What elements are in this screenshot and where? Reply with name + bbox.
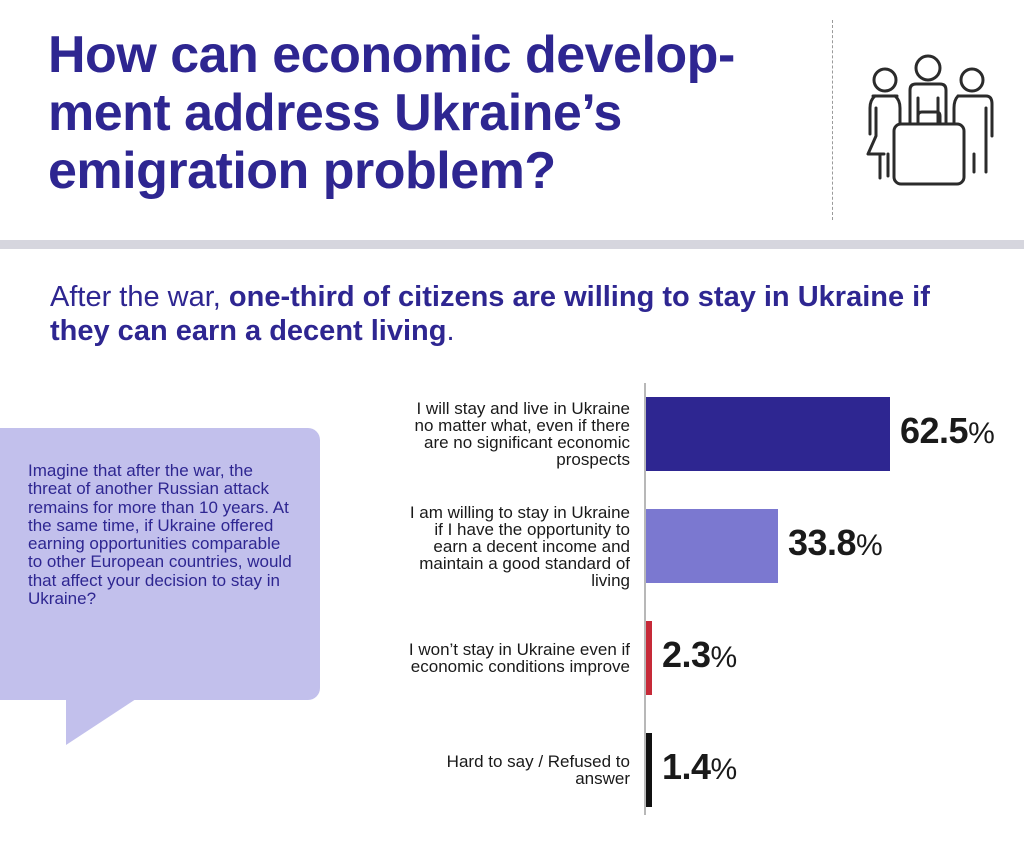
bar — [646, 509, 778, 583]
bar — [646, 733, 652, 807]
value-number: 1.4 — [662, 746, 711, 787]
bubble-tail — [66, 699, 136, 745]
category-label-line: answer — [575, 769, 630, 788]
chart-axis-line — [644, 383, 646, 815]
subtitle: After the war, one-third of citizens are… — [50, 280, 990, 348]
title-line: How can economic develop- — [48, 26, 735, 84]
category-label-line: economic conditions improve — [410, 657, 630, 676]
page-title: How can economic develop- ment address U… — [48, 26, 828, 200]
category-label-line: living — [591, 570, 630, 590]
value-unit: % — [710, 753, 738, 786]
people-with-suitcase-icon — [866, 54, 994, 186]
value-label: 2.3% — [662, 634, 737, 676]
bar — [646, 397, 890, 471]
value-number: 33.8 — [787, 522, 857, 563]
value-number: 62.5 — [900, 410, 969, 451]
category-label-line: I am willing to stay in Ukraine — [409, 502, 630, 522]
category-label: I won’t stay in Ukraine even if economic … — [409, 641, 630, 675]
value-number: 2.3 — [662, 634, 711, 675]
category-label: I will stay and live in Ukraine no matter… — [415, 400, 630, 468]
category-label: Hard to say / Refused to answer — [447, 753, 630, 787]
category-label-line: are no significant economic — [423, 433, 630, 452]
title-line: emigration problem? — [48, 142, 556, 200]
title-line: ment address Ukraine’s — [48, 84, 622, 142]
value-unit: % — [968, 417, 995, 450]
subtitle-highlight: one-third of citizens are willing to sta… — [50, 281, 930, 347]
value-label: 33.8% — [788, 522, 883, 564]
subtitle-plain: After the war, — [50, 281, 229, 313]
category-label-line: prospects — [556, 450, 630, 469]
question-text: Imagine that after the war, the threat o… — [28, 461, 292, 609]
value-label: 62.5% — [900, 410, 995, 452]
category-label-line: I will stay and live in Ukraine — [416, 399, 630, 418]
bar — [646, 621, 652, 695]
category-label-line: no matter what, even if there — [414, 416, 630, 435]
value-label: 1.4% — [662, 746, 737, 788]
category-label: I am willing to stay in Ukraine if I have… — [410, 504, 630, 589]
value-unit: % — [710, 641, 738, 674]
subtitle-end: . — [446, 315, 455, 347]
question-bubble — [0, 428, 320, 700]
category-label-line: earn a decent income and — [433, 536, 630, 556]
category-label-line: I won’t stay in Ukraine even if — [408, 640, 630, 659]
header-divider — [832, 20, 833, 220]
header-rule — [0, 240, 1024, 249]
category-label-line: maintain a good standard of — [419, 553, 630, 573]
value-unit: % — [856, 529, 883, 562]
category-label-line: Hard to say / Refused to — [446, 752, 630, 771]
category-label-line: if I have the opportunity to — [434, 519, 630, 539]
